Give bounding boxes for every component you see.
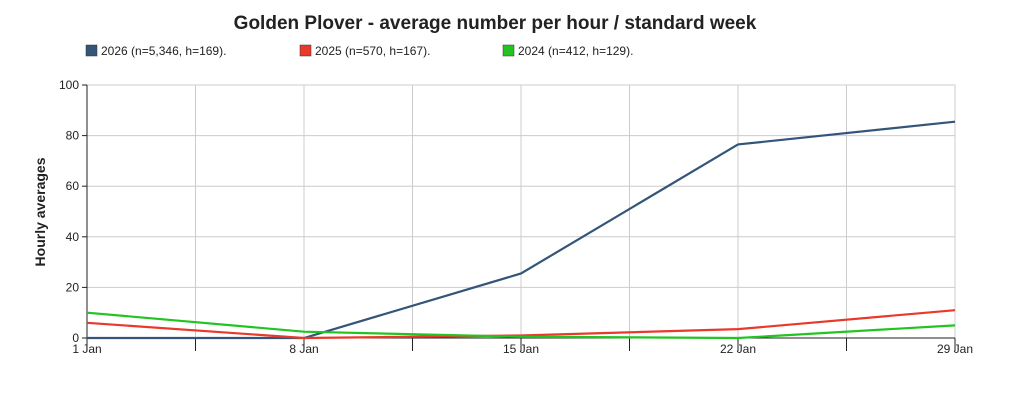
legend-swatch [85, 44, 98, 57]
y-tick-label: 0 [72, 331, 79, 345]
legend-swatch [299, 44, 312, 57]
legend-label: 2024 (n=412, h=129). [518, 44, 633, 58]
legend-swatch [502, 44, 515, 57]
series-line [86, 311, 956, 340]
series-line [86, 309, 956, 340]
x-tick-label: 29 Jan [937, 342, 973, 356]
y-tick-label: 20 [66, 280, 80, 294]
y-axis-label: Hourly averages [32, 157, 48, 266]
y-tick-label: 100 [59, 78, 79, 92]
chart-title: Golden Plover - average number per hour … [234, 13, 757, 34]
y-tick-label: 60 [66, 179, 80, 193]
legend-label: 2025 (n=570, h=167). [315, 44, 430, 58]
x-tick-label: 22 Jan [720, 342, 756, 356]
x-tick-label: 1 Jan [72, 342, 101, 356]
series-line [87, 120, 956, 340]
legend-label: 2026 (n=5,346, h=169). [101, 44, 226, 58]
y-tick-label: 80 [66, 129, 80, 143]
y-tick-label: 40 [66, 230, 80, 244]
x-tick-label: 8 Jan [289, 342, 318, 356]
x-tick-label: 15 Jan [503, 342, 539, 356]
